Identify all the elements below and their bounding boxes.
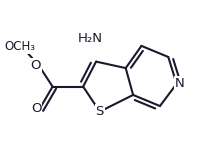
Text: N: N xyxy=(175,77,185,90)
Text: S: S xyxy=(96,105,104,118)
Text: O: O xyxy=(30,59,41,72)
Text: O: O xyxy=(31,102,42,115)
Text: H₂N: H₂N xyxy=(78,32,103,45)
Text: OCH₃: OCH₃ xyxy=(5,40,36,53)
